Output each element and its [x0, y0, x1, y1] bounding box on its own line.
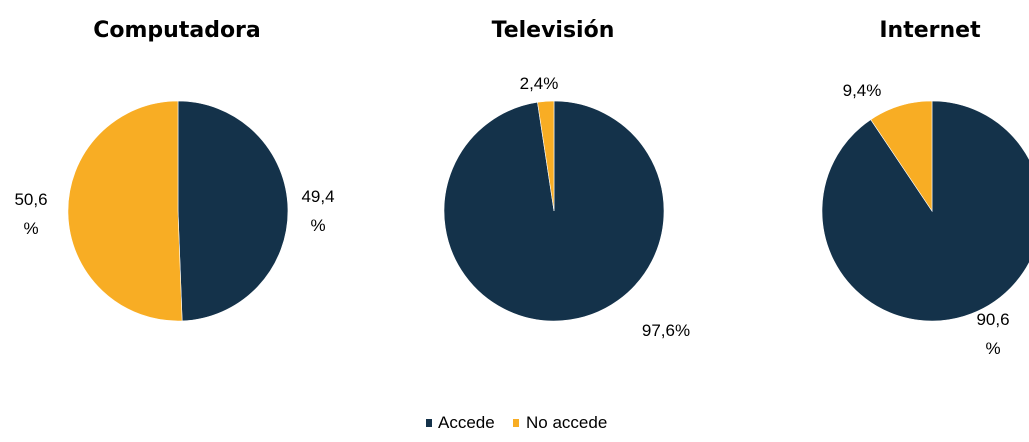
pie-internet: Internet 90,6% 9,4% [821, 18, 1029, 358]
pie-television-slices [443, 100, 665, 322]
legend: Accede No accede [426, 413, 607, 432]
data-label-internet-no-accede: 9,4% [843, 81, 882, 100]
legend-swatch-accede [426, 419, 432, 427]
chart-title-internet: Internet [879, 18, 981, 43]
pie-slice-computadora-accede [177, 100, 289, 322]
data-label-computadora-accede: 49,4% [301, 187, 334, 235]
pie-computadora: Computadora 49,4% 50,6% [14, 18, 335, 322]
pie-slice-computadora-no-accede [67, 100, 183, 322]
legend-label-accede: Accede [438, 413, 495, 432]
chart-title-television: Televisión [492, 18, 615, 43]
data-label-computadora-no-accede: 50,6% [14, 190, 47, 238]
pie-television: Televisión 97,6% 2,4% [443, 18, 690, 340]
legend-label-no-accede: No accede [526, 413, 607, 432]
pie-slice-television-no-accede [537, 100, 555, 212]
pie-slice-internet-accede [821, 100, 1029, 322]
pie-slice-internet-no-accede [870, 100, 933, 212]
data-label-television-accede: 97,6% [642, 321, 690, 340]
legend-swatch-no-accede [513, 419, 519, 427]
data-label-television-no-accede: 2,4% [520, 74, 559, 93]
data-label-internet-accede: 90,6% [976, 310, 1009, 358]
chart-title-computadora: Computadora [93, 18, 261, 43]
pie-internet-slices [821, 100, 1029, 322]
pie-computadora-slices [67, 100, 289, 322]
